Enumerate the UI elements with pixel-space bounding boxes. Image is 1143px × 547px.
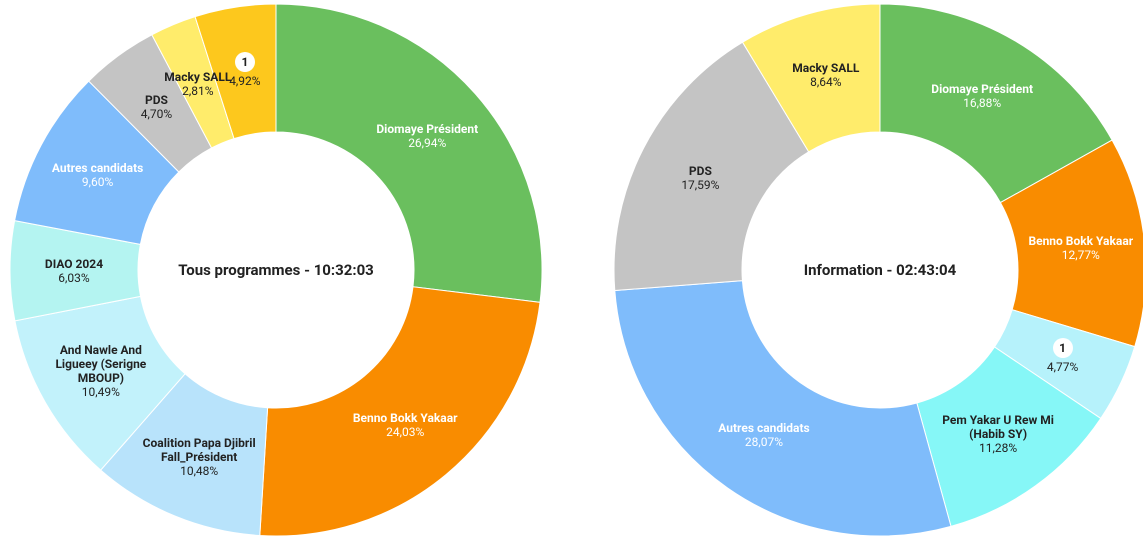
segment-name: Macky SALL	[792, 61, 860, 76]
segment-name: Pem Yakar U Rew Mi (Habib SY)	[942, 412, 1054, 441]
segment-label: 1 4,77%	[1003, 338, 1123, 374]
donut-segment	[194, 3, 277, 140]
segment-label: Macky SALL 2,81%	[138, 70, 258, 98]
segment-label: Autres candidats 9,60%	[38, 161, 158, 189]
donut-segment	[259, 286, 541, 537]
segment-value: 9,60%	[81, 175, 114, 190]
segment-label: Coalition Papa Djibril Fall_Président 10,…	[139, 436, 259, 478]
segment-name: PDS	[688, 163, 712, 178]
segment-label: DIAO 2024 6,03%	[14, 257, 134, 285]
segment-name: Diomaye Président	[376, 122, 479, 137]
segment-value: 24,03%	[386, 425, 425, 440]
segment-value: 10,49%	[81, 384, 120, 399]
segment-name: 1	[1052, 338, 1073, 359]
segment-value: 2,81%	[182, 83, 214, 98]
segment-name: Autres candidats	[51, 161, 144, 176]
segment-name: And Nawle And Ligueey (Serigne MBOUP)	[55, 342, 147, 385]
segment-name: 1	[234, 52, 255, 73]
segment-value: 11,28%	[979, 440, 1018, 455]
segment-value: 4,77%	[1046, 360, 1079, 375]
segment-name: Diomaye Président	[931, 81, 1034, 96]
segment-name: Coalition Papa Djibril Fall_Président	[142, 435, 256, 464]
center-title: Information - 02:43:04	[803, 261, 957, 279]
donut-segment	[741, 3, 881, 153]
segment-label: Macky SALL 8,64%	[766, 61, 886, 89]
donut-segment	[614, 280, 952, 537]
donut-segment	[879, 3, 1113, 204]
segment-name: PDS	[144, 93, 168, 108]
segment-name: Benno Bokk Yakaar	[1028, 234, 1134, 249]
segment-value: 8,64%	[810, 75, 842, 90]
center-title: Tous programmes - 10:32:03	[178, 261, 374, 279]
segment-label: Pem Yakar U Rew Mi (Habib SY) 11,28%	[938, 413, 1058, 455]
segment-label: Autres candidats 28,07%	[704, 421, 824, 449]
segment-name: Autres candidats	[718, 421, 810, 436]
segment-name: Macky SALL	[164, 69, 232, 84]
segment-value: 28,07%	[744, 435, 784, 450]
segment-value: 17,59%	[681, 177, 720, 192]
segment-label: PDS 4,70%	[96, 93, 216, 121]
segment-label: Diomaye Président 16,88%	[922, 82, 1042, 110]
donut-segment	[613, 41, 810, 292]
segment-label: Diomaye Président 26,94%	[367, 122, 487, 150]
segment-value: 16,88%	[963, 95, 1002, 110]
segment-value: 4,92%	[229, 74, 261, 89]
segment-value: 6,03%	[58, 270, 90, 285]
donut-segment	[275, 3, 543, 303]
segment-label: Benno Bokk Yakaar 12,77%	[1021, 234, 1141, 262]
segment-name: Benno Bokk Yakaar	[352, 411, 458, 426]
segment-value: 12,77%	[1061, 248, 1100, 263]
segment-value: 26,94%	[408, 136, 447, 151]
segment-label: PDS 17,59%	[640, 164, 760, 192]
segment-name: DIAO 2024	[44, 256, 104, 271]
segment-value: 10,48%	[180, 463, 219, 478]
segment-value: 4,70%	[140, 107, 173, 122]
segment-label: 1 4,92%	[185, 52, 305, 88]
segment-label: And Nawle And Ligueey (Serigne MBOUP) 10,…	[41, 343, 161, 399]
segment-label: Benno Bokk Yakaar 24,03%	[345, 411, 465, 439]
